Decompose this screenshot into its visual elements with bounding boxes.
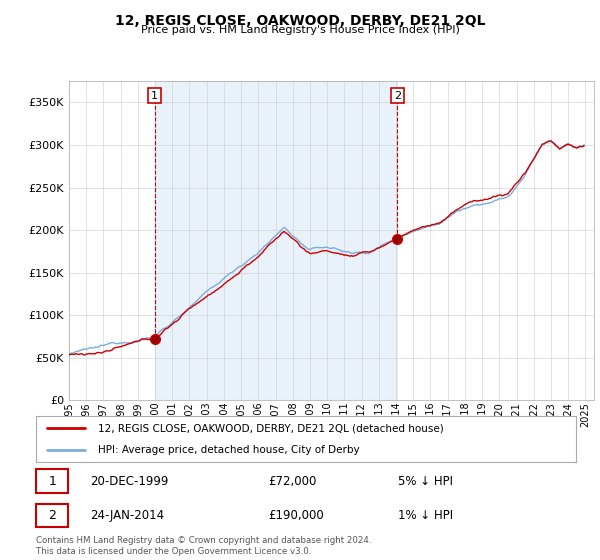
Text: 2: 2 [48,509,56,522]
Text: 1% ↓ HPI: 1% ↓ HPI [398,509,453,522]
FancyBboxPatch shape [36,504,68,528]
Text: Contains HM Land Registry data © Crown copyright and database right 2024.
This d: Contains HM Land Registry data © Crown c… [36,536,371,556]
Text: £72,000: £72,000 [268,475,317,488]
Bar [155,81,397,400]
Text: 2: 2 [394,91,401,101]
Text: 12, REGIS CLOSE, OAKWOOD, DERBY, DE21 2QL: 12, REGIS CLOSE, OAKWOOD, DERBY, DE21 2Q… [115,14,485,28]
Text: 1: 1 [48,475,56,488]
Text: HPI: Average price, detached house, City of Derby: HPI: Average price, detached house, City… [98,445,360,455]
Text: 1: 1 [151,91,158,101]
FancyBboxPatch shape [36,469,68,493]
Text: 20-DEC-1999: 20-DEC-1999 [90,475,169,488]
Text: 5% ↓ HPI: 5% ↓ HPI [398,475,453,488]
Text: £190,000: £190,000 [268,509,324,522]
Text: 24-JAN-2014: 24-JAN-2014 [90,509,164,522]
Text: 12, REGIS CLOSE, OAKWOOD, DERBY, DE21 2QL (detached house): 12, REGIS CLOSE, OAKWOOD, DERBY, DE21 2Q… [98,423,444,433]
Text: Price paid vs. HM Land Registry's House Price Index (HPI): Price paid vs. HM Land Registry's House … [140,25,460,35]
